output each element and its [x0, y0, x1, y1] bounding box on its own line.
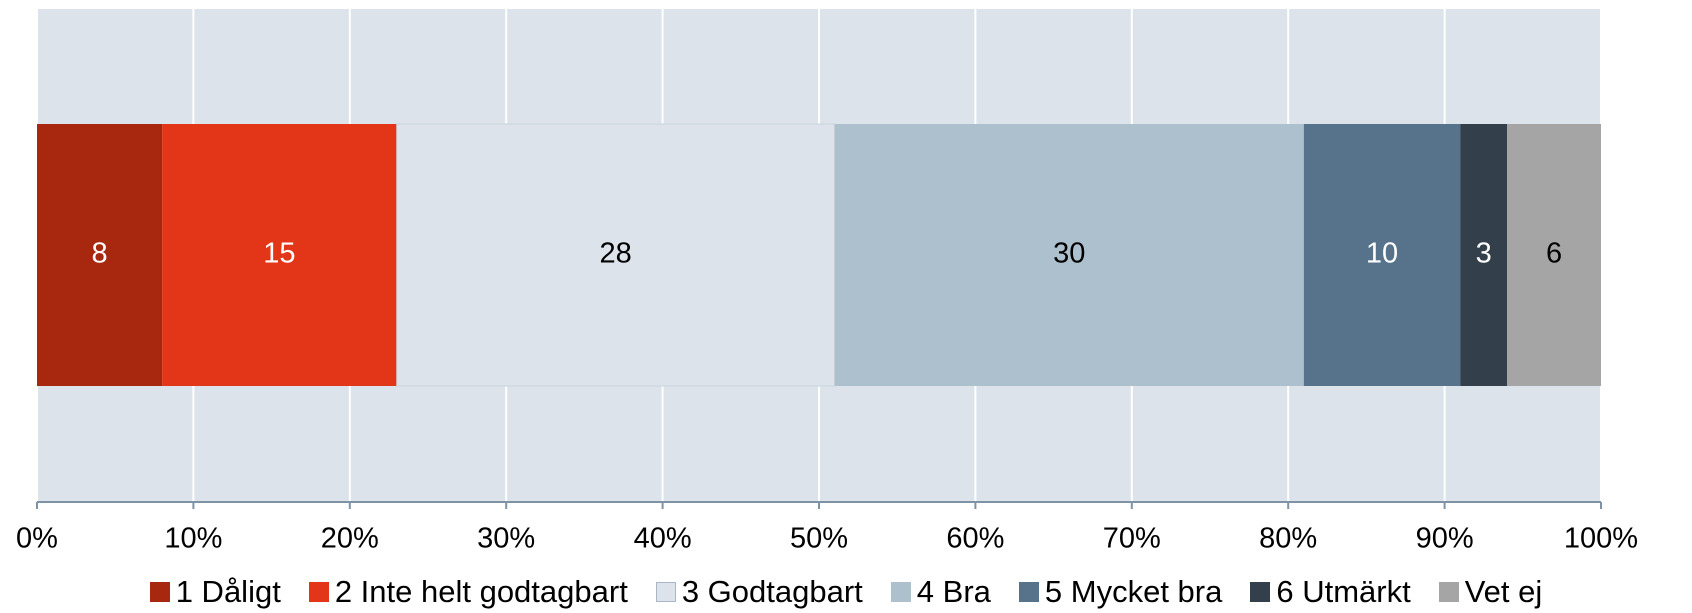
legend-item: 1 Dåligt [149, 574, 281, 610]
x-tick-label: 20% [321, 523, 379, 555]
x-tick-label: 80% [1259, 523, 1317, 555]
legend-swatch [308, 582, 329, 602]
data-label: 30 [1053, 238, 1085, 270]
bar-segment [834, 124, 1304, 386]
x-tick-label: 70% [1103, 523, 1161, 555]
x-tick-label: 40% [634, 523, 692, 555]
legend-swatch [890, 582, 911, 602]
bar-segment [396, 123, 836, 387]
data-label: 10 [1366, 238, 1398, 270]
legend-label: 4 Bra [916, 574, 991, 609]
legend-item: 6 Utmärkt [1250, 574, 1411, 610]
data-label: 3 [1476, 238, 1492, 270]
bar-segment [1507, 124, 1601, 386]
bar-segment [162, 124, 397, 386]
legend-item: 3 Godtagbart [655, 574, 863, 610]
legend-label: 5 Mycket bra [1044, 574, 1223, 609]
legend-item: 2 Inte helt godtagbart [308, 574, 628, 610]
legend-label: 1 Dåligt [175, 574, 281, 609]
x-tick-label: 100% [1564, 523, 1638, 555]
legend-label: 2 Inte helt godtagbart [334, 574, 628, 609]
bar-segment [37, 124, 163, 386]
legend-item: 4 Bra [890, 574, 991, 610]
legend-label: 6 Utmärkt [1276, 574, 1411, 609]
x-tick-label: 90% [1416, 523, 1474, 555]
x-tick-label: 30% [477, 523, 535, 555]
data-label: 8 [91, 238, 107, 270]
x-tick-label: 50% [790, 523, 848, 555]
x-tick-label: 60% [946, 523, 1004, 555]
legend: 1 Dåligt 2 Inte helt godtagbart 3 Godtagba… [0, 574, 1692, 610]
legend-swatch [655, 582, 676, 602]
x-tick-label: 0% [16, 523, 58, 555]
data-label: 6 [1546, 238, 1562, 270]
legend-label: Vet ej [1464, 574, 1543, 609]
legend-label: 3 Godtagbart [681, 574, 863, 609]
x-tick-label: 10% [164, 523, 222, 555]
legend-swatch [1018, 582, 1039, 602]
chart: 0% 10% 20% 30% 40% 50% 60% 70% 80% 90% 100% 8 15 28 30… [16, 9, 1638, 555]
bar-segment [1460, 124, 1508, 386]
data-label: 28 [600, 238, 632, 270]
legend-item: Vet ej [1438, 574, 1543, 610]
bar-segment [1303, 124, 1461, 386]
legend-swatch [1250, 582, 1271, 602]
legend-swatch [1438, 582, 1459, 602]
legend-item: 5 Mycket bra [1018, 574, 1223, 610]
legend-swatch [149, 582, 170, 602]
data-label: 15 [263, 238, 295, 270]
